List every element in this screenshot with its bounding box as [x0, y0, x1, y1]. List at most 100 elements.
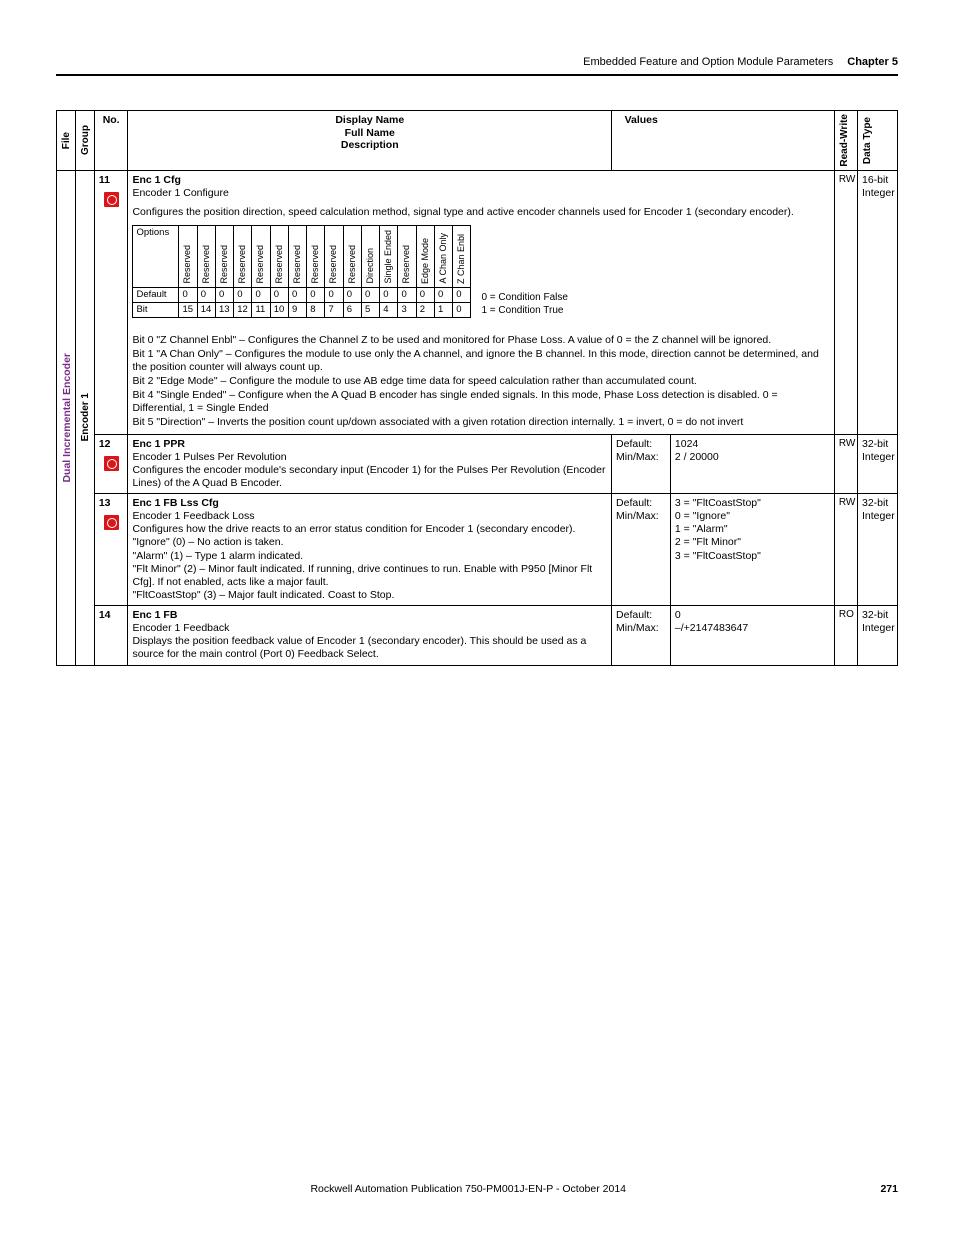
bit-num: 2: [416, 302, 434, 317]
bit-default: 0: [234, 287, 252, 302]
bit-descriptions: Bit 0 "Z Channel Enbl" – Configures the …: [132, 334, 829, 430]
col-read-write: Read-Write: [839, 114, 852, 167]
chapter-label: Chapter 5: [847, 56, 898, 68]
bit-default: 0: [343, 287, 361, 302]
col-no: No.: [103, 114, 120, 126]
dtype: 32-bit Integer: [862, 497, 895, 522]
bit-default: 0: [361, 287, 379, 302]
bit-num: 8: [307, 302, 325, 317]
param-title: Enc 1 FB Lss Cfg: [132, 497, 607, 510]
rw: RW: [839, 497, 855, 508]
bit-default: 0: [215, 287, 233, 302]
vval: 3 = "FltCoastStop": [675, 550, 830, 563]
bit-default: 0: [252, 287, 270, 302]
param-no: 14: [99, 609, 124, 622]
legend-true: 1 = Condition True: [481, 304, 567, 318]
bit-num: 10: [270, 302, 288, 317]
bit-num: 6: [343, 302, 361, 317]
bit-col: Reserved: [328, 243, 339, 286]
vval: 1 = "Alarm": [675, 523, 830, 536]
bit-table: Options Reserved Reserved Reserved Reser…: [132, 225, 471, 318]
vval: 2 / 20000: [675, 451, 830, 464]
publication: Rockwell Automation Publication 750-PM00…: [310, 1183, 626, 1195]
doc-section: Embedded Feature and Option Module Param…: [583, 56, 833, 68]
param-title: Enc 1 PPR: [132, 438, 607, 451]
vlabel: Default:: [616, 438, 666, 451]
rw: RO: [839, 609, 854, 620]
bit-col: Reserved: [237, 243, 248, 286]
cfg-line: Configures the position direction, speed…: [132, 206, 829, 219]
param-no: 11: [99, 174, 124, 187]
bit-default: 0: [307, 287, 325, 302]
param-desc: "Flt Minor" (2) – Minor fault indicated.…: [132, 563, 607, 589]
bit-col: Edge Mode: [420, 236, 431, 286]
bit-col: Direction: [365, 246, 376, 286]
bit-num: 5: [361, 302, 379, 317]
file-label: Dual Incremental Encoder: [61, 353, 74, 483]
param-desc: "FltCoastStop" (3) – Major fault indicat…: [132, 589, 607, 602]
bit-col: Reserved: [182, 243, 193, 286]
bit-col: Reserved: [292, 243, 303, 286]
vval: 3 = "FltCoastStop": [675, 497, 830, 510]
bit-default: 0: [197, 287, 215, 302]
bit-default: 0: [434, 287, 452, 302]
col-display-name: Display Name: [132, 114, 607, 127]
bit-default: 0: [270, 287, 288, 302]
file-link[interactable]: Dual Incremental Encoder: [61, 353, 71, 483]
bit-col: Z Chan Enbl: [456, 232, 467, 286]
bit-row-label: Options: [133, 225, 179, 287]
dtype: 32-bit Integer: [862, 609, 895, 634]
bit-default: 0: [179, 287, 197, 302]
table-row: Bit 0 "Z Channel Enbl" – Configures the …: [57, 327, 898, 434]
param-no: 13: [99, 497, 124, 510]
col-file: File: [61, 132, 74, 149]
stop-icon: [104, 515, 119, 530]
bit-col: Reserved: [401, 243, 412, 286]
page-footer: Rockwell Automation Publication 750-PM00…: [56, 1183, 898, 1195]
bit-row-label: Bit: [133, 302, 179, 317]
bit-col: Single Ended: [383, 228, 394, 286]
table-row: 12 Enc 1 PPR Encoder 1 Pulses Per Revolu…: [57, 434, 898, 494]
bit-num: 12: [234, 302, 252, 317]
col-data-type: Data Type: [862, 117, 875, 164]
vval: –/+2147483647: [675, 622, 830, 635]
bit-col: Reserved: [219, 243, 230, 286]
bit-legend: 0 = Condition False 1 = Condition True: [481, 291, 567, 318]
group-label: Encoder 1: [80, 393, 93, 441]
col-values: Values: [625, 114, 658, 126]
param-full: Encoder 1 Feedback Loss: [132, 510, 607, 523]
bit-num: 11: [252, 302, 270, 317]
bit-default: 0: [453, 287, 471, 302]
bit-num: 13: [215, 302, 233, 317]
bit-default: 0: [288, 287, 306, 302]
page-number: 271: [880, 1183, 898, 1195]
bit-col: Reserved: [310, 243, 321, 286]
bit-col: Reserved: [347, 243, 358, 286]
bit-num: 1: [434, 302, 452, 317]
bit-num: 14: [197, 302, 215, 317]
bit-num: 15: [179, 302, 197, 317]
vlabel: Min/Max:: [616, 622, 666, 635]
vval: 2 = "Flt Minor": [675, 536, 830, 549]
col-group: Group: [80, 125, 93, 155]
stop-icon: [104, 456, 119, 471]
bit-num: 9: [288, 302, 306, 317]
legend-false: 0 = Condition False: [481, 291, 567, 305]
param-desc: Configures the encoder module's secondar…: [132, 464, 607, 490]
bit-col: Reserved: [274, 243, 285, 286]
bit-num: 3: [398, 302, 416, 317]
bit-col: Reserved: [255, 243, 266, 286]
bit-num: 7: [325, 302, 343, 317]
vlabel: Min/Max:: [616, 510, 666, 523]
param-title: Enc 1 FB: [132, 609, 607, 622]
param-desc: Displays the position feedback value of …: [132, 635, 607, 661]
stop-icon: [104, 192, 119, 207]
bit-default: 0: [380, 287, 398, 302]
bit-row-label: Default: [133, 287, 179, 302]
bit1: Bit 1 "A Chan Only" – Configures the mod…: [132, 348, 829, 374]
dtype: 32-bit Integer: [862, 438, 895, 463]
bit5: Bit 5 "Direction" – Inverts the position…: [132, 416, 829, 429]
vlabel: Default:: [616, 609, 666, 622]
col-description: Description: [341, 139, 399, 151]
vval: 1024: [675, 438, 830, 451]
